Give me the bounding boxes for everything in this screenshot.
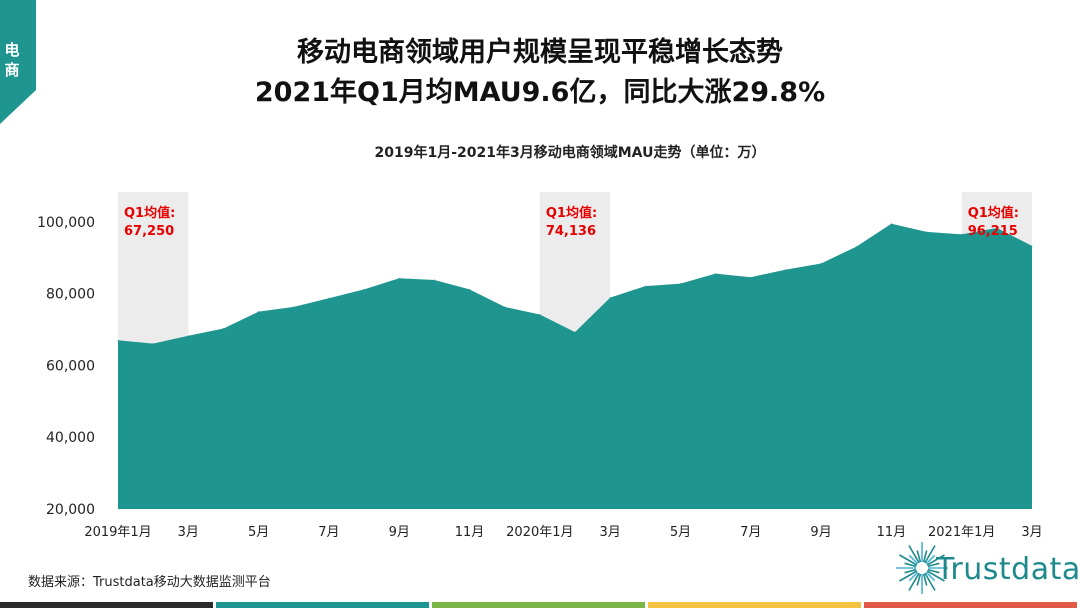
data-point-2020-12 (926, 231, 927, 233)
data-point-2019-02 (152, 343, 154, 345)
data-point-2020-05 (680, 283, 681, 285)
starburst-ray (926, 570, 945, 582)
starburst-ray (925, 554, 936, 565)
data-point-2019-09 (398, 277, 400, 279)
chart-title: 2019年1月-2021年3月移动电商领域MAU走势（单位：万） (374, 145, 766, 161)
bottom-bar-segment (216, 602, 429, 608)
bottom-bar-segment (432, 602, 645, 608)
starburst-ray (927, 562, 940, 568)
x-tick-label: 9月 (810, 525, 831, 540)
x-tick-label: 11月 (455, 525, 485, 540)
x-tick-label: 9月 (389, 525, 410, 540)
starburst-ray (908, 572, 920, 591)
data-point-2021-02 (996, 227, 998, 229)
data-point-2021-01 (961, 233, 963, 235)
q1-annotation-label: Q1均值: (968, 205, 1019, 221)
starburst-ray (908, 545, 920, 564)
data-point-2019-06 (293, 306, 295, 308)
x-tick-label: 7月 (740, 525, 761, 540)
x-tick-label: 3月 (178, 525, 199, 540)
data-point-2020-07 (750, 276, 752, 278)
starburst-ray (904, 568, 917, 574)
q1-annotation-value: 74,136 (546, 224, 596, 239)
starburst-ray (924, 572, 936, 591)
x-tick-label: 2019年1月 (84, 525, 151, 540)
x-tick-label: 5月 (248, 525, 269, 540)
data-point-2019-01 (117, 339, 119, 341)
y-tick-label: 80,000 (46, 287, 95, 303)
page-subtitle-headline: 2021年Q1月均MAU9.6亿，同比大涨29.8% (254, 77, 826, 108)
q1-annotation-value: 96,215 (968, 224, 1018, 239)
starburst-ray (925, 571, 936, 582)
starburst-ray (908, 554, 919, 565)
data-point-2019-07 (328, 297, 330, 299)
x-tick-label: 11月 (877, 525, 907, 540)
y-tick-label: 20,000 (46, 502, 95, 518)
data-point-2019-12 (504, 306, 506, 308)
data-point-2020-09 (820, 263, 822, 264)
y-tick-label: 60,000 (46, 358, 95, 374)
data-point-2019-11 (469, 288, 470, 290)
x-tick-label: 2020年1月 (506, 525, 573, 540)
logo-text: Trustdata (936, 552, 1080, 587)
data-point-2019-03 (187, 335, 189, 337)
page-title: 移动电商领域用户规模呈现平稳增长态势 (297, 37, 783, 68)
starburst-ray (916, 550, 922, 563)
data-point-2020-08 (785, 269, 787, 271)
x-tick-label: 3月 (1021, 525, 1042, 540)
bottom-bar-segment (0, 602, 213, 608)
data-point-2020-11 (890, 223, 892, 225)
data-point-2019-08 (363, 288, 365, 290)
section-tag-label: 电商 (4, 41, 20, 79)
mau-area-series (118, 223, 1032, 509)
bottom-bar-segment (648, 602, 861, 608)
section-tag-shape (0, 0, 36, 124)
starburst-ray (899, 570, 918, 582)
q1-annotation-label: Q1均值: (124, 205, 175, 221)
data-point-2020-03 (609, 297, 611, 299)
x-tick-label: 5月 (670, 525, 691, 540)
x-tick-label: 7月 (318, 525, 339, 540)
data-point-2019-05 (258, 311, 260, 313)
trustdata-logo: Trustdata (892, 530, 1080, 600)
bottom-bar-segment (864, 602, 1077, 608)
starburst-ray (908, 571, 919, 582)
y-tick-label: 40,000 (46, 430, 95, 446)
data-point-2021-03 (1031, 245, 1033, 247)
starburst-ray (922, 550, 928, 563)
starburst-ray (922, 573, 928, 586)
starburst-ray (916, 573, 922, 586)
data-point-2020-01 (539, 314, 541, 315)
data-point-2020-04 (644, 285, 646, 287)
starburst-icon (896, 542, 948, 594)
data-source-note: 数据来源：Trustdata移动大数据监测平台 (28, 575, 271, 590)
starburst-ray (899, 554, 918, 566)
q1-annotation-value: 67,250 (124, 224, 174, 239)
data-point-2019-10 (433, 279, 435, 281)
starburst-ray (924, 545, 936, 564)
x-tick-label: 3月 (600, 525, 621, 540)
data-point-2020-10 (855, 246, 857, 248)
data-point-2020-02 (574, 331, 576, 333)
starburst-ray (926, 554, 945, 566)
y-tick-label: 100,000 (37, 215, 95, 231)
x-tick-label: 2021年1月 (928, 525, 995, 540)
bottom-color-bar (0, 602, 1080, 608)
section-tag: 电商 (0, 0, 36, 124)
q1-annotation-label: Q1均值: (546, 205, 597, 221)
starburst-ray (904, 562, 917, 568)
data-point-2020-06 (715, 273, 717, 275)
data-point-2019-04 (223, 328, 224, 329)
starburst-ray (927, 568, 940, 574)
